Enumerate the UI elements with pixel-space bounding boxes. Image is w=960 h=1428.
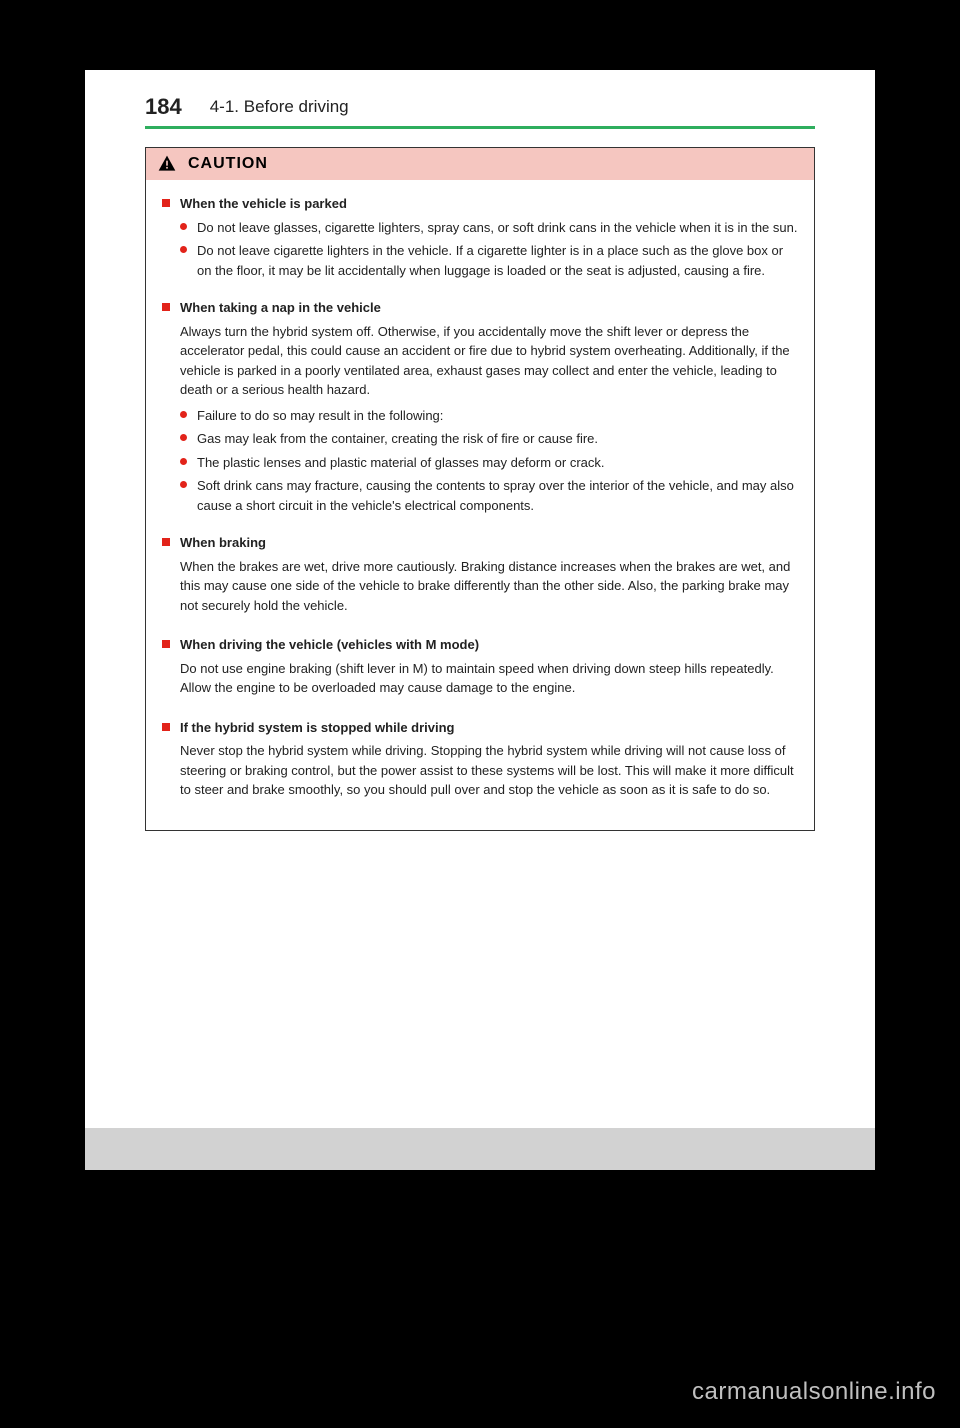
header-rule [145,126,815,129]
red-square-icon [162,723,170,731]
bullet-row: Failure to do so may result in the follo… [180,406,798,426]
bullet-row: Do not leave glasses, cigarette lighters… [180,218,798,238]
bullet-row: The plastic lenses and plastic material … [180,453,798,473]
red-bullet-icon [180,246,187,253]
section-heading: If the hybrid system is stopped while dr… [162,718,798,738]
red-square-icon [162,640,170,648]
breadcrumb: 4-1. Before driving [210,97,349,117]
red-bullet-icon [180,411,187,418]
manual-page: 184 4-1. Before driving CAUTION When the… [85,70,875,1170]
caution-label: CAUTION [188,155,268,173]
warning-triangle-icon [156,153,178,175]
footer-bar [85,1128,875,1170]
page-header: 184 4-1. Before driving [85,70,875,126]
bullet-text: Failure to do so may result in the follo… [197,406,798,426]
section-heading: When driving the vehicle (vehicles with … [162,635,798,655]
red-bullet-icon [180,434,187,441]
caution-box: CAUTION When the vehicle is parked Do not… [145,147,815,831]
red-bullet-icon [180,481,187,488]
caution-section: When driving the vehicle (vehicles with … [146,635,814,714]
bullet-row: Gas may leak from the container, creatin… [180,429,798,449]
section-title: When braking [180,533,266,553]
bullet-text: Gas may leak from the container, creatin… [197,429,798,449]
section-heading: When the vehicle is parked [162,194,798,214]
caution-section: When braking When the brakes are wet, dri… [146,533,814,631]
caution-section: When taking a nap in the vehicle Always t… [146,298,814,529]
bullet-row: Soft drink cans may fracture, causing th… [180,476,798,515]
section-intro: Always turn the hybrid system off. Other… [180,322,798,400]
bullet-text: The plastic lenses and plastic material … [197,453,798,473]
watermark: carmanualsonline.info [692,1378,936,1406]
section-intro: Do not use engine braking (shift lever i… [180,659,798,698]
section-heading: When braking [162,533,798,553]
page-number: 184 [145,94,182,120]
red-bullet-icon [180,458,187,465]
section-heading: When taking a nap in the vehicle [162,298,798,318]
red-square-icon [162,303,170,311]
section-title: If the hybrid system is stopped while dr… [180,718,455,738]
caution-sections: When the vehicle is parked Do not leave g… [146,194,814,816]
section-intro: When the brakes are wet, drive more caut… [180,557,798,616]
red-bullet-icon [180,223,187,230]
red-square-icon [162,199,170,207]
caution-section: When the vehicle is parked Do not leave g… [146,194,814,294]
caution-header: CAUTION [146,148,814,180]
caution-section: If the hybrid system is stopped while dr… [146,718,814,816]
page-content: CAUTION When the vehicle is parked Do not… [85,147,875,831]
red-square-icon [162,538,170,546]
section-title: When taking a nap in the vehicle [180,298,381,318]
section-title: When the vehicle is parked [180,194,347,214]
bullet-row: Do not leave cigarette lighters in the v… [180,241,798,280]
bullet-text: Do not leave glasses, cigarette lighters… [197,218,798,238]
bullet-text: Soft drink cans may fracture, causing th… [197,476,798,515]
section-title: When driving the vehicle (vehicles with … [180,635,479,655]
bullet-text: Do not leave cigarette lighters in the v… [197,241,798,280]
section-intro: Never stop the hybrid system while drivi… [180,741,798,800]
